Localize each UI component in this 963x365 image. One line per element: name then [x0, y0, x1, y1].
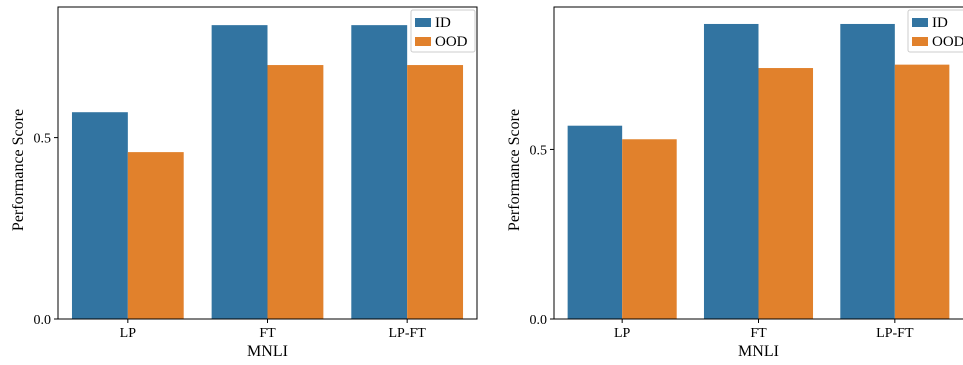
chart-panel-2: 0.0 0.5 LP FT LP-FT MNLI Performance Score ID OO…: [506, 6, 963, 360]
legend-label-id: ID: [435, 15, 451, 31]
bar-ood-lp: [622, 139, 677, 319]
bar-id-lp: [567, 125, 623, 319]
legend-label-ood: OOD: [932, 34, 963, 50]
legend: ID OOD: [410, 9, 476, 53]
legend-swatch-ood: [415, 37, 431, 46]
x-axis-label: MNLI: [738, 343, 779, 360]
legend-label-ood: OOD: [435, 34, 468, 50]
x-tick-label: LP-FT: [876, 326, 914, 341]
y-tick-label: 0.0: [34, 313, 52, 328]
legend-swatch-id: [415, 18, 431, 27]
x-tick-label: LP-FT: [388, 326, 426, 341]
y-axis-label: Performance Score: [10, 109, 27, 231]
y-axis-label: Performance Score: [506, 109, 523, 231]
bar-ood-lp-ft: [894, 64, 950, 320]
x-tick-label: LP: [614, 326, 631, 341]
bar-id-lp-ft: [840, 23, 895, 320]
bar-id-lp: [71, 112, 128, 320]
bars: [71, 25, 464, 320]
legend-swatch-ood: [912, 37, 928, 46]
bar-ood-ft: [267, 65, 324, 319]
chart-panel-1: 0.0 0.5 LP FT LP-FT MNLI Performance Score ID OO…: [10, 6, 478, 360]
legend-label-id: ID: [932, 15, 948, 31]
y-tick-label: 0.5: [34, 132, 52, 147]
y-tick-label: 0.5: [530, 143, 548, 158]
x-axis-label: MNLI: [247, 343, 288, 360]
legend-swatch-id: [912, 18, 928, 27]
bars: [567, 23, 950, 320]
bar-ood-lp-ft: [407, 65, 464, 319]
x-tick-label: FT: [750, 326, 767, 341]
bar-ood-lp: [127, 152, 184, 319]
x-tick-label: LP: [120, 326, 137, 341]
x-tick-label: FT: [259, 326, 276, 341]
bar-id-ft: [211, 25, 268, 319]
legend: ID OOD: [907, 9, 963, 53]
bar-id-lp-ft: [351, 25, 408, 319]
bar-ood-ft: [758, 68, 814, 319]
axes-frame: [553, 6, 963, 320]
bar-id-ft: [703, 23, 759, 320]
y-tick-label: 0.0: [530, 313, 548, 328]
